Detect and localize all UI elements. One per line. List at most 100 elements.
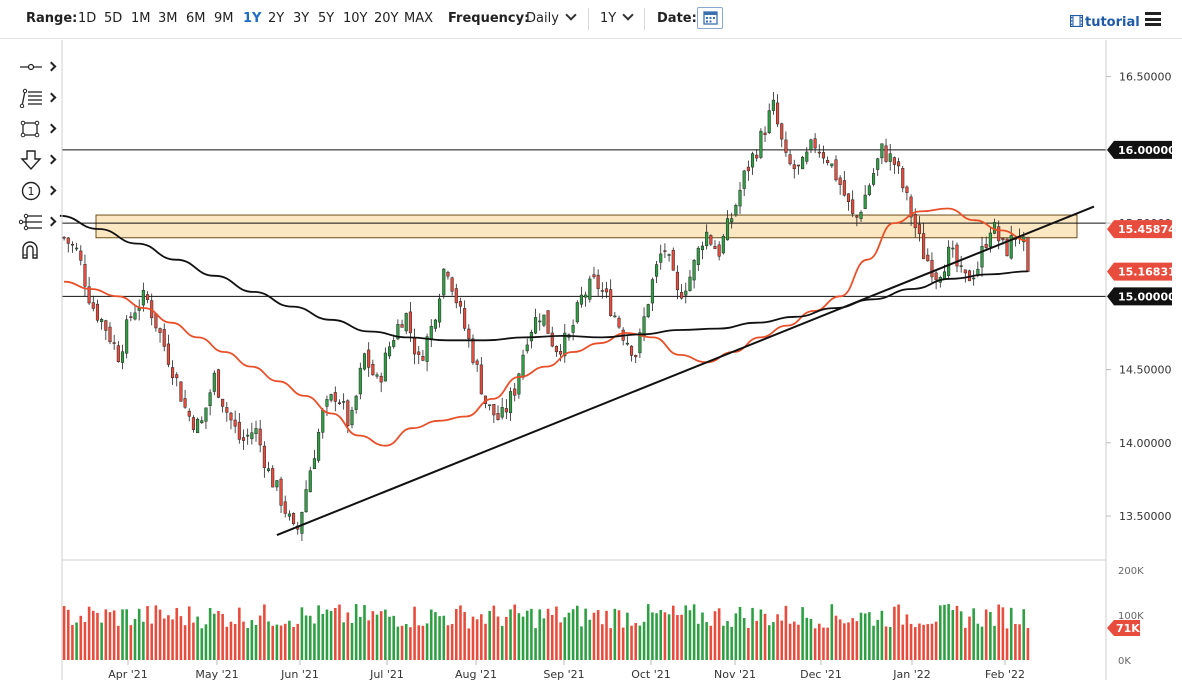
volume-bar [517,613,521,660]
fib-tool[interactable] [14,86,58,110]
candle-body [304,489,308,513]
candle-body [859,211,863,219]
range-5y[interactable]: 5Y [318,11,335,26]
volume-bar [909,623,913,660]
candle-body [625,342,629,345]
date-picker-button[interactable] [697,7,723,29]
arrow-tool[interactable] [14,148,58,172]
candle-body [266,468,271,471]
magnet-tool[interactable] [14,238,58,262]
tutorial-link[interactable]: tutorial [1069,14,1140,30]
volume-bar [492,605,496,660]
volume-bar [325,609,329,660]
support-trendline [276,205,1095,537]
volume-bar [379,611,383,660]
volume-bar [571,609,575,660]
calendar-icon [703,11,718,25]
candle-body [116,345,120,363]
range-1y[interactable]: 1Y [243,11,262,26]
volume-bar [162,618,166,660]
candle-body [237,421,241,440]
candle-body [801,156,805,170]
date-tick-label: Oct '21 [631,668,671,681]
candle-body [308,470,312,493]
price-tick-label: 14.00000 [1119,437,1172,450]
candle-body [892,157,896,165]
volume-bar [133,619,137,660]
candle-body [959,265,963,267]
volume-bar [371,611,375,660]
candle-body [342,401,346,403]
candle-body [70,243,74,246]
volume-bar [104,609,108,660]
candle-body [663,250,667,252]
candle-body [905,186,909,193]
volume-bar [66,609,70,660]
volume-bar [1014,624,1017,660]
candle-body [271,468,275,488]
volume-tick-label: 200K [1118,566,1144,577]
candle-body [897,161,901,167]
volume-bar [701,612,704,660]
candle-body [917,224,921,234]
candle-body [413,337,417,355]
number-tool[interactable]: 1 [14,179,58,203]
candle-body [125,319,129,354]
candle-body [680,292,684,299]
range-1d[interactable]: 1D [78,11,97,26]
candle-body [408,311,412,334]
volume-bar [96,612,99,660]
pitchfork-tool[interactable] [14,210,58,234]
price-chart[interactable]: 16.5000016.0000015.5000015.0000014.50000… [0,38,1182,699]
line-tool[interactable] [14,55,58,79]
volume-bar [417,625,421,660]
volume-bar [200,628,204,660]
moving-average-fast-line [64,207,1028,447]
candle-body [279,478,283,506]
candle-body [79,250,83,261]
volume-bar [296,623,300,660]
candle-body [867,185,871,195]
range-3m[interactable]: 3M [158,11,178,26]
range-20y[interactable]: 20Y [374,11,399,26]
rectangle-tool[interactable] [14,117,58,141]
candle-body [988,232,992,248]
divider [588,8,589,30]
range-9m[interactable]: 9M [214,11,234,26]
period-select[interactable]: 1Y [600,9,634,26]
volume-bar [338,604,341,660]
menu-icon[interactable] [1145,12,1161,26]
candle-body [659,253,663,263]
range-5d[interactable]: 5D [104,11,123,26]
frequency-label: Frequency: [448,11,530,26]
candle-body [120,351,125,363]
volume-bar [279,625,283,660]
range-10y[interactable]: 10Y [343,11,368,26]
range-max[interactable]: MAX [404,11,434,26]
candle-body [922,233,926,260]
frequency-select[interactable]: Daily [526,9,577,26]
volume-bar [83,622,87,660]
volume-bar [346,612,350,660]
range-1m[interactable]: 1M [131,11,151,26]
volume-bar [947,604,950,660]
range-6m[interactable]: 6M [186,11,206,26]
volume-bar [555,606,558,660]
date-tick-label: Aug '21 [455,668,497,681]
volume-bar [630,625,633,660]
range-3y[interactable]: 3Y [293,11,310,26]
range-2y[interactable]: 2Y [268,11,285,26]
volume-bar [646,604,650,660]
candle-body [467,328,471,339]
candle-body [696,247,700,265]
volume-bar [676,615,679,660]
volume-bar [717,608,721,660]
date-tick-label: Apr '21 [108,668,148,681]
volume-bar [100,622,103,660]
volume-bar [275,624,279,660]
candle-body [221,398,225,407]
svg-text:1: 1 [28,185,35,198]
volume-bar [888,627,892,660]
volume-bar [964,627,967,660]
volume-bar [726,621,729,660]
